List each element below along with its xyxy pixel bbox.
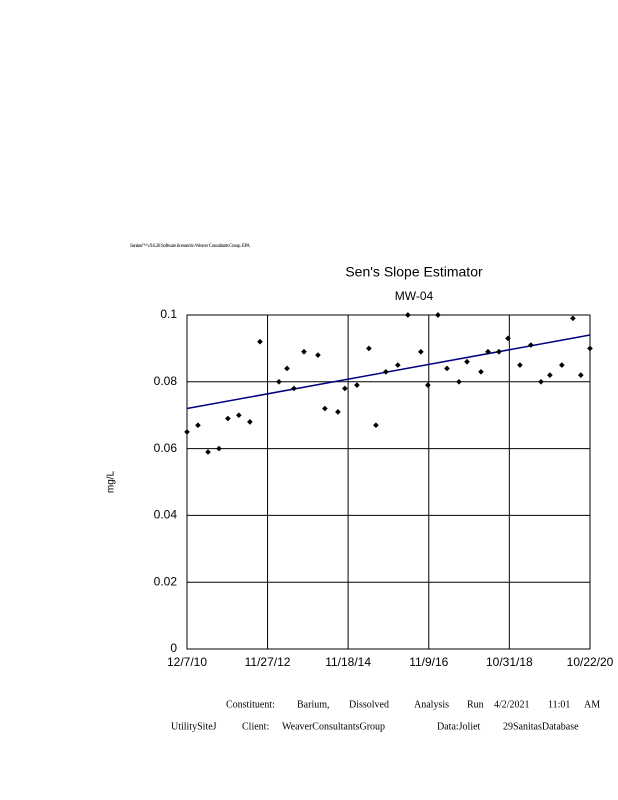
data-point xyxy=(301,348,307,355)
y-tick-label: 0.06 xyxy=(154,441,178,455)
data-point xyxy=(284,365,290,372)
data-point xyxy=(184,429,190,435)
data-point xyxy=(444,365,450,372)
data-point xyxy=(538,378,544,385)
data-point xyxy=(496,348,502,355)
x-tick-label: 12/7/10 xyxy=(167,655,207,669)
data-point xyxy=(547,372,553,378)
data-point xyxy=(205,449,211,455)
data-point xyxy=(366,345,372,352)
data-point xyxy=(485,348,491,355)
y-axis-label: mg/L xyxy=(106,470,117,493)
data-point xyxy=(335,409,341,415)
data-point xyxy=(570,315,576,322)
y-tick-label: 0 xyxy=(170,641,177,655)
data-point xyxy=(342,385,348,392)
footer-text: UtilitySiteJ xyxy=(171,721,217,732)
data-point xyxy=(395,362,401,368)
data-point xyxy=(517,362,523,368)
data-point xyxy=(478,368,484,375)
data-point xyxy=(559,362,565,368)
footer-text: Constituent: xyxy=(226,699,275,710)
data-point xyxy=(425,382,431,388)
data-point xyxy=(405,312,411,318)
footer-text: Analysis xyxy=(414,699,449,710)
data-point xyxy=(247,419,253,425)
data-point xyxy=(435,312,441,318)
footer-text: Run xyxy=(467,699,484,710)
data-point xyxy=(528,342,534,348)
y-tick-label: 0.1 xyxy=(160,307,177,321)
footer-text: 4/2/2021 xyxy=(494,699,530,710)
data-point xyxy=(195,422,201,429)
x-tick-label: 11/18/14 xyxy=(325,655,371,669)
data-point xyxy=(216,445,222,452)
data-point xyxy=(236,412,242,419)
footer-text: WeaverConsultantsGroup xyxy=(282,721,385,732)
x-tick-label: 10/22/20 xyxy=(567,655,614,669)
data-point xyxy=(315,352,321,358)
footer-text: Barium, xyxy=(297,699,330,710)
footer-text: Data:Joliet xyxy=(437,721,481,732)
footer-text: AM xyxy=(584,699,600,710)
footer-text: 29SanitasDatabase xyxy=(503,721,579,732)
data-point xyxy=(257,338,263,345)
data-point xyxy=(291,385,297,392)
footer-text: Client: xyxy=(242,721,269,732)
y-tick-label: 0.08 xyxy=(154,374,178,388)
plot-frame xyxy=(186,314,591,650)
chart-subtitle: MW-04 xyxy=(395,289,434,303)
data-point xyxy=(225,415,231,422)
data-point xyxy=(456,378,462,385)
header: Sanitas™ v.9.6.28 Software licensed to W… xyxy=(130,243,250,249)
data-point xyxy=(276,378,282,385)
footer-text: 11:01 xyxy=(548,699,570,710)
chart-title: Sen's Slope Estimator xyxy=(345,264,483,280)
y-tick-label: 0.02 xyxy=(154,574,178,588)
x-tick-label: 10/31/18 xyxy=(486,655,533,669)
data-point xyxy=(578,372,584,378)
data-point xyxy=(354,382,360,388)
data-point xyxy=(505,335,511,342)
data-point xyxy=(418,348,424,355)
y-tick-label: 0.04 xyxy=(154,508,178,522)
footer-text: Dissolved xyxy=(349,699,389,710)
data-point xyxy=(373,422,379,429)
data-point xyxy=(464,358,470,365)
x-tick-label: 11/9/16 xyxy=(409,655,448,669)
data-point xyxy=(322,405,328,412)
x-tick-label: 11/27/12 xyxy=(245,655,291,669)
data-point xyxy=(383,368,389,375)
data-point xyxy=(587,345,593,352)
